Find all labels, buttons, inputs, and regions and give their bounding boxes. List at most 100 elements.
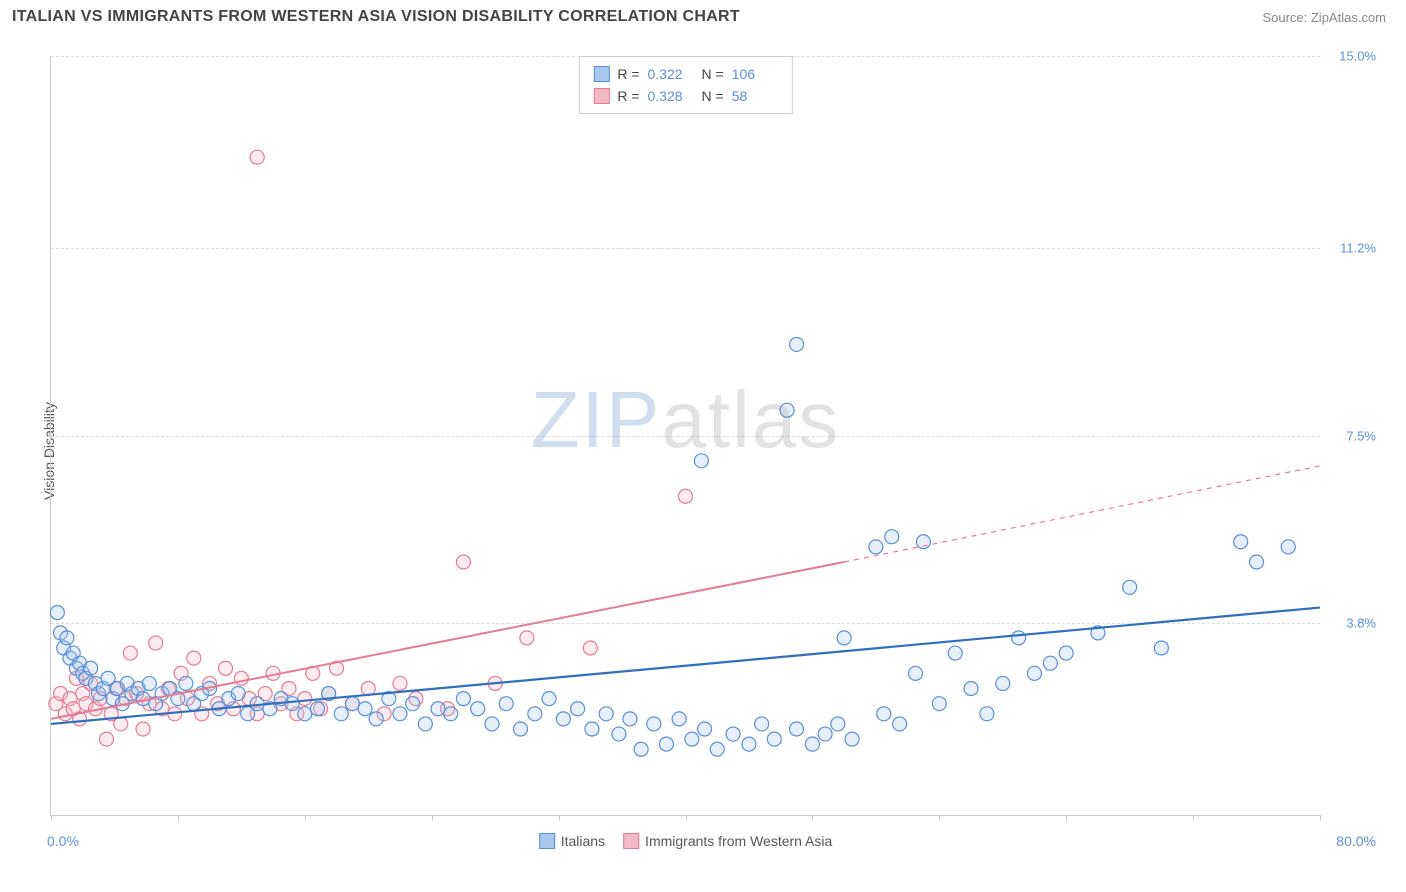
data-point — [310, 702, 324, 716]
plot-region: ZIPatlas R = 0.322 N = 106 R = 0.328 N =… — [50, 56, 1320, 816]
data-point — [996, 676, 1010, 690]
data-point — [250, 150, 264, 164]
series-legend: Italians Immigrants from Western Asia — [539, 833, 833, 849]
data-point — [679, 489, 693, 503]
data-point — [1250, 555, 1264, 569]
chart-title: ITALIAN VS IMMIGRANTS FROM WESTERN ASIA … — [12, 8, 740, 26]
data-point — [369, 712, 383, 726]
data-point — [100, 732, 114, 746]
data-point — [885, 530, 899, 544]
data-point — [1059, 646, 1073, 660]
x-tick — [1193, 815, 1194, 821]
x-tick — [432, 815, 433, 821]
data-point — [231, 687, 245, 701]
data-point — [755, 717, 769, 731]
chart-area: Vision Disability ZIPatlas R = 0.322 N =… — [10, 36, 1396, 866]
data-point — [1154, 641, 1168, 655]
data-point — [142, 676, 156, 690]
data-point — [136, 692, 150, 706]
data-point — [334, 707, 348, 721]
data-point — [726, 727, 740, 741]
chart-header: ITALIAN VS IMMIGRANTS FROM WESTERN ASIA … — [0, 0, 1406, 30]
data-point — [542, 692, 556, 706]
data-point — [485, 717, 499, 731]
data-point — [571, 702, 585, 716]
data-point — [1234, 535, 1248, 549]
data-point — [179, 676, 193, 690]
data-point — [710, 742, 724, 756]
y-tick-label: 11.2% — [1340, 241, 1376, 256]
x-axis-start: 0.0% — [47, 833, 79, 849]
data-point — [471, 702, 485, 716]
corr-row-immigrants: R = 0.328 N = 58 — [593, 85, 777, 107]
corr-row-italians: R = 0.322 N = 106 — [593, 63, 777, 85]
data-point — [298, 707, 312, 721]
data-point — [893, 717, 907, 731]
data-point — [980, 707, 994, 721]
data-point — [528, 707, 542, 721]
data-point — [623, 712, 637, 726]
data-point — [1123, 580, 1137, 594]
data-point — [456, 555, 470, 569]
data-point — [149, 636, 163, 650]
data-point — [685, 732, 699, 746]
data-point — [877, 707, 891, 721]
y-tick-label: 7.5% — [1346, 428, 1376, 443]
data-point — [520, 631, 534, 645]
x-tick — [812, 815, 813, 821]
data-point — [932, 697, 946, 711]
legend-label-italians: Italians — [561, 833, 605, 849]
x-tick — [559, 815, 560, 821]
legend-item-immigrants: Immigrants from Western Asia — [623, 833, 832, 849]
data-point — [790, 337, 804, 351]
data-point — [187, 651, 201, 665]
data-point — [84, 661, 98, 675]
data-point — [456, 692, 470, 706]
x-tick — [1066, 815, 1067, 821]
x-axis-end: 80.0% — [1336, 833, 1376, 849]
data-point — [698, 722, 712, 736]
swatch-immigrants — [593, 88, 609, 104]
x-tick — [1320, 815, 1321, 821]
data-point — [393, 707, 407, 721]
data-point — [964, 682, 978, 696]
chart-source: Source: ZipAtlas.com — [1262, 10, 1386, 25]
data-point — [499, 697, 513, 711]
data-point — [393, 676, 407, 690]
data-point — [556, 712, 570, 726]
data-point — [916, 535, 930, 549]
x-tick — [51, 815, 52, 821]
data-point — [805, 737, 819, 751]
swatch-italians — [593, 66, 609, 82]
x-tick — [686, 815, 687, 821]
data-point — [837, 631, 851, 645]
data-point — [780, 403, 794, 417]
data-point — [831, 717, 845, 731]
legend-swatch-italians — [539, 833, 555, 849]
data-point — [767, 732, 781, 746]
data-point — [406, 697, 420, 711]
data-point — [790, 722, 804, 736]
data-point — [50, 606, 64, 620]
data-point — [234, 671, 248, 685]
data-point — [1027, 666, 1041, 680]
data-point — [672, 712, 686, 726]
x-tick — [939, 815, 940, 821]
data-point — [948, 646, 962, 660]
data-point — [431, 702, 445, 716]
y-tick-label: 15.0% — [1339, 49, 1376, 64]
data-point — [60, 631, 74, 645]
data-point — [869, 540, 883, 554]
data-point — [742, 737, 756, 751]
data-point — [659, 737, 673, 751]
legend-label-immigrants: Immigrants from Western Asia — [645, 833, 832, 849]
data-point — [612, 727, 626, 741]
data-point — [345, 697, 359, 711]
data-point — [418, 717, 432, 731]
legend-item-italians: Italians — [539, 833, 605, 849]
y-tick-label: 3.8% — [1346, 615, 1376, 630]
trend-line — [844, 466, 1320, 562]
trend-line — [51, 608, 1320, 724]
data-point — [358, 702, 372, 716]
data-point — [1012, 631, 1026, 645]
